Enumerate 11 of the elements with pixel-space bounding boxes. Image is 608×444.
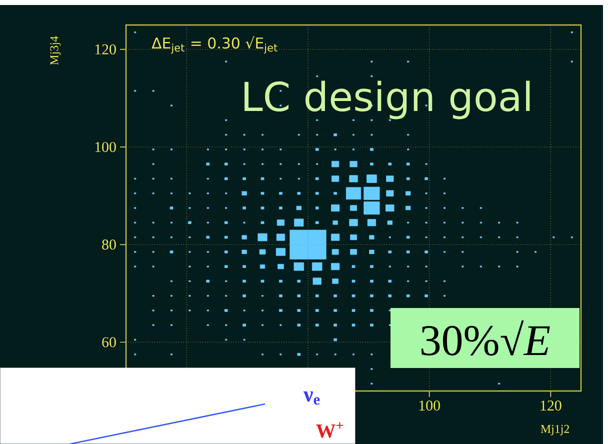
y-tick-label: 60 [102, 337, 116, 348]
annotation: LC design goal [244, 80, 530, 120]
annotation: 30%√E [422, 320, 550, 356]
annotation: ΔE$_{jet}$ = 0.30 √E$_{jet}$ [152, 36, 278, 54]
y-axis-title: Mj3j4 [50, 36, 61, 65]
text: ν$_{e}$ [303, 391, 320, 405]
y-tick-label: 100 [95, 142, 116, 152]
y-tick-label: 120 [95, 44, 116, 54]
x-axis-title: Mj1j2 [540, 424, 570, 436]
text: W$^{+}$ [316, 422, 343, 438]
y-tick-label: 80 [102, 240, 116, 250]
